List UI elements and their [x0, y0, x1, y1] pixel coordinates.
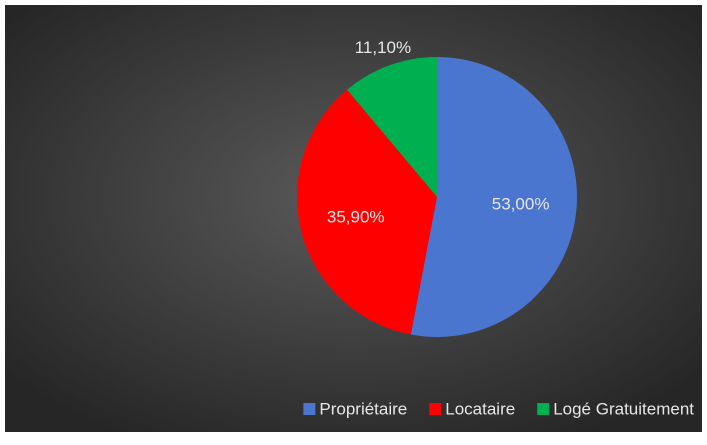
data-label: 11,10%	[355, 38, 411, 57]
data-label: 35,90%	[327, 208, 385, 227]
legend-label: Logé Gratuitement	[553, 399, 694, 418]
legend-swatch	[429, 403, 442, 415]
legend-label: Propriétaire	[319, 399, 407, 418]
data-label: 53,00%	[492, 194, 550, 213]
legend-swatch	[303, 403, 316, 415]
legend-swatch	[537, 403, 550, 415]
pie-slice	[410, 57, 577, 337]
legend-label: Locataire	[445, 399, 515, 418]
pie-slice	[297, 89, 437, 335]
pie-slice	[347, 57, 437, 197]
